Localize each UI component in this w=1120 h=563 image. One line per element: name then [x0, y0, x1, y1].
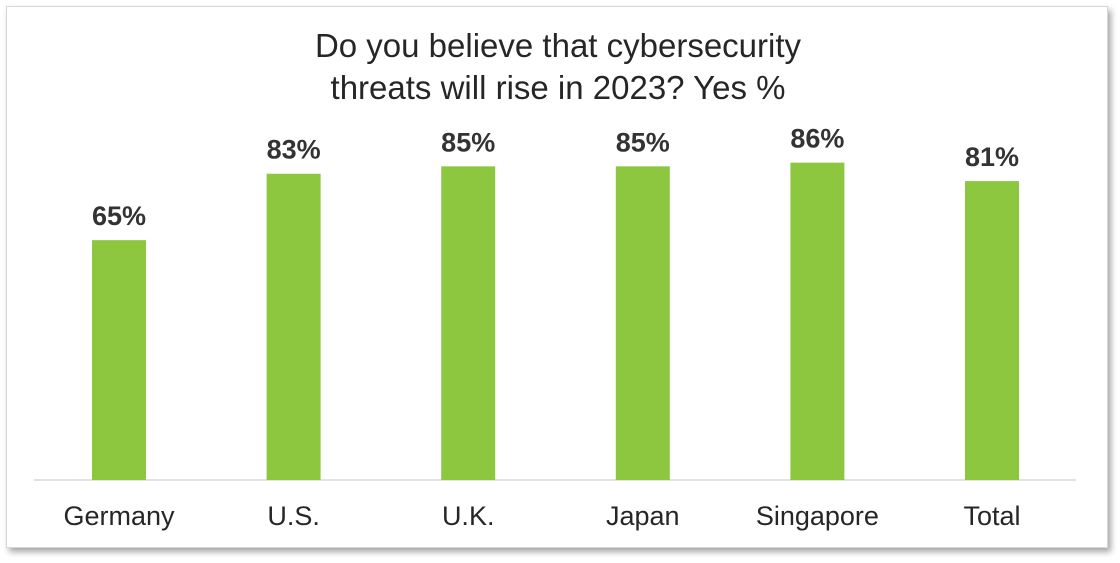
- bar-u-k: [441, 166, 496, 480]
- x-tick-label: U.S.: [267, 501, 320, 531]
- data-label: 83%: [267, 135, 321, 165]
- bar-japan: [615, 166, 670, 480]
- x-tick-label: Germany: [63, 501, 175, 531]
- data-label: 65%: [92, 201, 146, 231]
- chart-frame: [6, 6, 1108, 548]
- bar-total: [965, 181, 1019, 481]
- data-label: 81%: [965, 142, 1019, 172]
- chart-title-line-1: Do you believe that cybersecurity: [315, 27, 802, 64]
- bar-marks: 65% Germany 83% U.S. 85% U.K. 85% Japan 86% Singa…: [63, 124, 1020, 531]
- data-label: 85%: [441, 127, 495, 157]
- x-tick-label: Japan: [606, 501, 680, 531]
- bar-u-s: [266, 173, 321, 481]
- data-label: 85%: [616, 127, 670, 157]
- data-label: 86%: [790, 124, 844, 154]
- x-tick-label: Total: [963, 501, 1020, 531]
- bar-singapore: [790, 162, 845, 480]
- x-tick-label: U.K.: [442, 501, 495, 531]
- x-tick-label: Singapore: [756, 501, 879, 531]
- bar-germany: [92, 240, 146, 480]
- chart-title-line-2: threats will rise in 2023? Yes %: [331, 69, 786, 106]
